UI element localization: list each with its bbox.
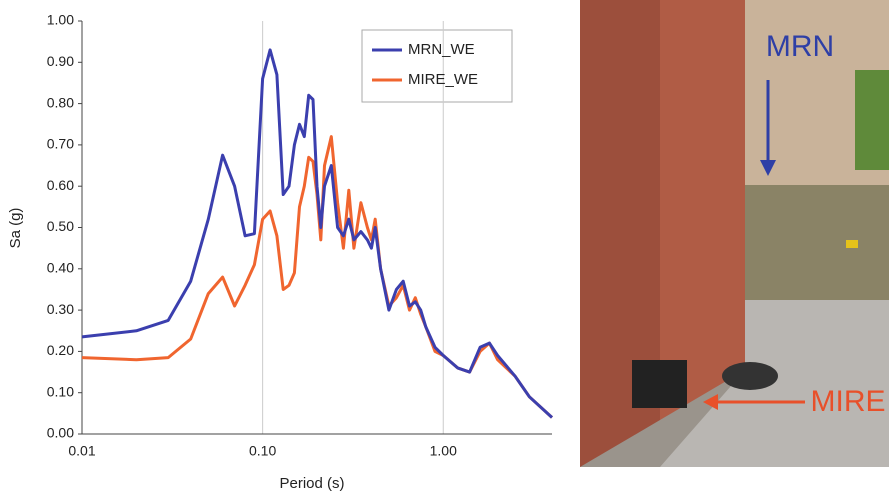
recorder-box [632,360,687,408]
legend-label: MRN_WE [408,41,475,58]
y-tick-label: 1.00 [47,12,74,28]
data-line [81,48,554,419]
photo-label: MIRE [811,385,886,418]
brick-wall-left [580,0,660,467]
photo: MRN MIRE [580,0,889,467]
legend-label: MIRE_WE [408,71,478,88]
x-axis-title: Period (s) [279,475,344,492]
brick-wall-right [660,0,745,420]
mire-arrow-head [703,394,718,410]
sensor [722,362,778,390]
y-tick-label: 0.70 [47,136,74,152]
y-tick-label: 0.30 [47,301,74,317]
y-tick-label: 0.60 [47,177,74,193]
y-tick-label: 0.90 [47,53,74,69]
lawn [745,185,889,305]
remote-sensor [846,240,858,248]
pavement [660,300,889,467]
tree [855,70,889,170]
y-axis-title: Sa (g) [7,208,24,249]
y-tick-label: 0.40 [47,260,74,276]
x-tick-label: 0.01 [68,443,95,459]
mrn-arrow-head [760,160,776,176]
x-tick-label: 1.00 [430,443,457,459]
y-tick-label: 0.50 [47,218,74,234]
y-tick-label: 0.00 [47,425,74,441]
x-tick-label: 0.10 [249,443,276,459]
y-tick-label: 0.80 [47,94,74,110]
y-tick-label: 0.10 [47,383,74,399]
y-tick-label: 0.20 [47,342,74,358]
photo-label: MRN [766,30,834,63]
legend-box [361,29,513,103]
